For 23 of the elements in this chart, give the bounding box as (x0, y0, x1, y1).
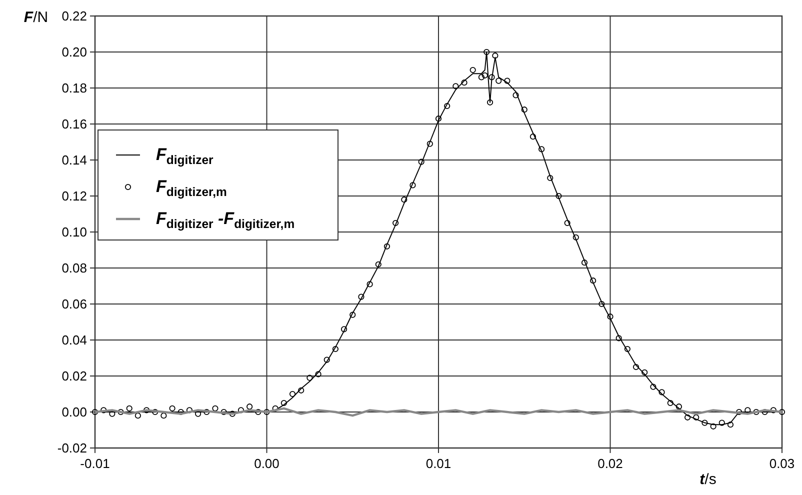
y-tick-label: 0.12 (62, 188, 87, 204)
y-tick-label: 0.20 (62, 44, 87, 60)
y-tick-label: 0.04 (62, 332, 87, 348)
y-tick-label: 0.02 (62, 368, 87, 384)
y-tick-label: 0.16 (62, 116, 87, 132)
y-tick-label: 0.08 (62, 260, 87, 276)
legend-label: F$_{digitizer}$ (156, 145, 214, 167)
legend-label: F$_{digitizer,m}$ (156, 177, 228, 199)
y-tick-label: -0.02 (57, 440, 87, 456)
legend-label: F$_{digitizer}$ -F$_{digitizer,m}$ (156, 209, 295, 231)
y-tick-label: 0.14 (62, 152, 87, 168)
x-tick-label: 0.00 (254, 456, 280, 471)
x-tick-label: 0.01 (426, 456, 452, 471)
x-tick-label: -0.01 (80, 456, 110, 471)
y-tick-label: 0.10 (62, 224, 87, 240)
x-tick-label: 0.02 (598, 456, 623, 471)
y-tick-label: 0.22 (62, 8, 87, 24)
y-tick-label: 0.18 (62, 80, 87, 96)
x-tick-label: 0.03 (769, 456, 795, 471)
y-tick-label: 0.00 (62, 404, 87, 420)
x-axis-title: t/s (700, 471, 716, 488)
y-axis-title: F/N (24, 9, 48, 26)
y-tick-label: 0.06 (62, 296, 87, 312)
